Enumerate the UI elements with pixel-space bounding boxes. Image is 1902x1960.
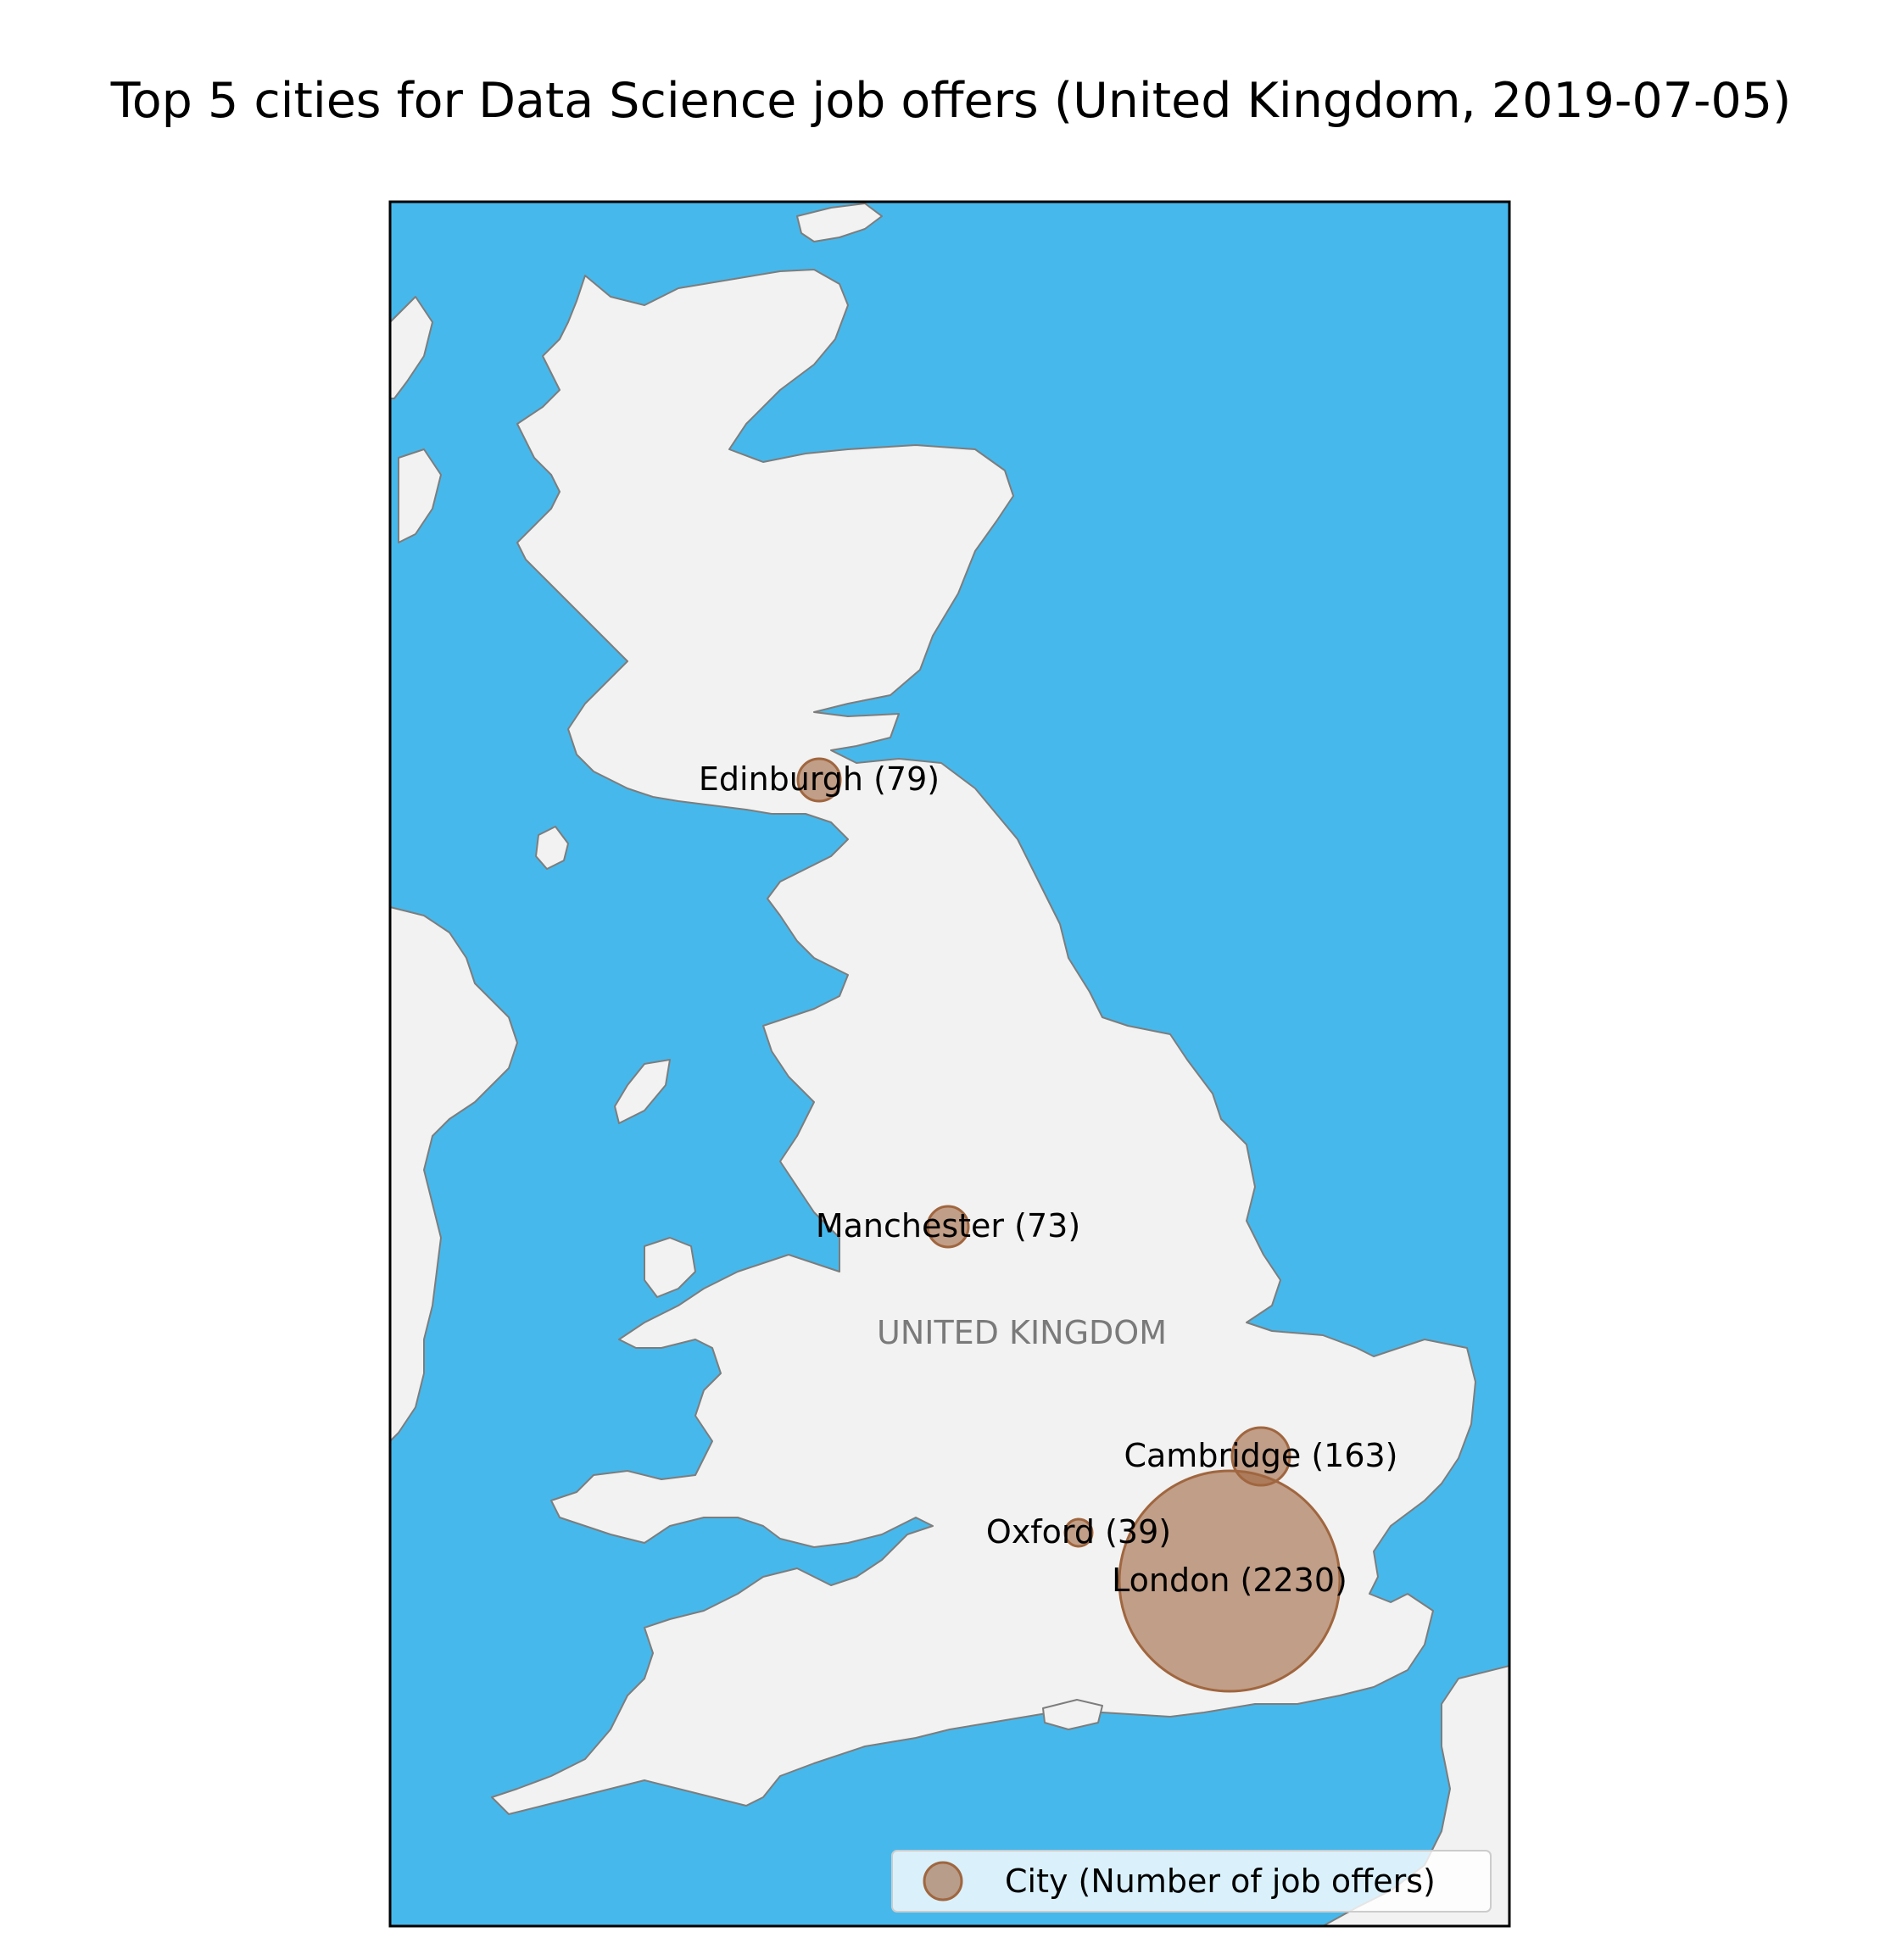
legend-box xyxy=(891,1850,1492,1913)
city-label-cambridge: Cambridge (163) xyxy=(1124,1437,1397,1474)
city-label-edinburgh: Edinburgh (79) xyxy=(699,760,940,798)
isle-of-man xyxy=(614,1059,671,1124)
city-marker-edinburgh[interactable] xyxy=(796,757,842,803)
anglesey xyxy=(644,1237,696,1298)
city-marker-london[interactable] xyxy=(1118,1469,1341,1693)
orkney-islands xyxy=(796,203,883,242)
city-marker-oxford[interactable] xyxy=(1063,1517,1094,1548)
country-label: UNITED KINGDOM xyxy=(877,1314,1167,1351)
city-markers xyxy=(796,757,1341,1693)
hebrides-island xyxy=(398,448,442,543)
legend-label: City (Number of job offers) xyxy=(1005,1863,1436,1900)
city-marker-manchester[interactable] xyxy=(926,1205,970,1249)
city-label-oxford: Oxford (39) xyxy=(986,1513,1171,1551)
legend: City (Number of job offers) xyxy=(891,1850,1492,1913)
city-marker-cambridge[interactable] xyxy=(1230,1426,1291,1487)
great-britain-landmass xyxy=(491,269,1476,1815)
ireland-landmass xyxy=(389,906,518,1442)
map-border xyxy=(388,200,1511,1928)
map-title: Top 5 cities for Data Science job offers… xyxy=(110,73,1792,129)
legend-marker-icon xyxy=(923,1861,963,1902)
arran-island xyxy=(535,826,569,870)
isle-of-wight xyxy=(1042,1699,1103,1730)
city-label-manchester: Manchester (73) xyxy=(816,1207,1080,1244)
city-label-london: London (2230) xyxy=(1112,1562,1347,1599)
